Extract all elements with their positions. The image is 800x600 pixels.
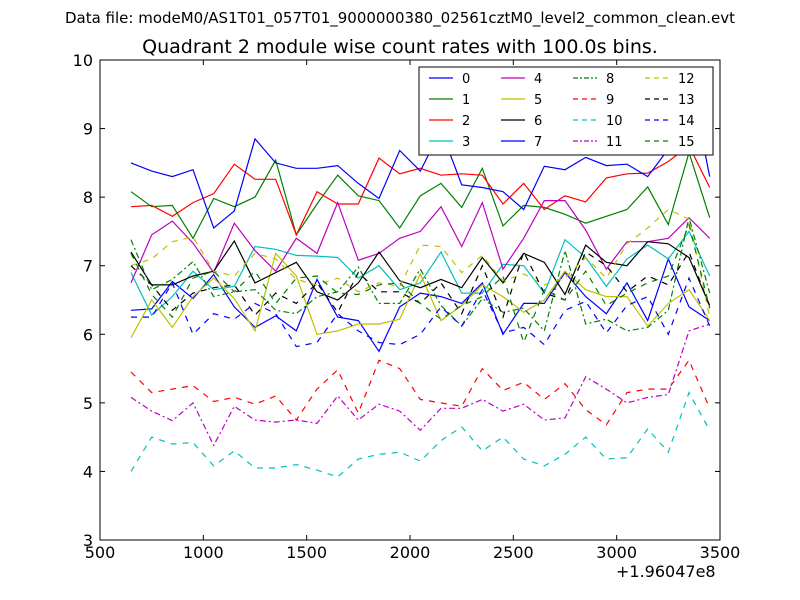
series-line-2 — [130, 144, 711, 237]
series-line-0 — [130, 257, 711, 353]
y-tick-label: 9 — [83, 120, 93, 139]
x-tick-label: 1500 — [286, 543, 327, 562]
legend-label-7: 7 — [534, 135, 542, 150]
legend-label-12: 12 — [678, 72, 695, 87]
x-tick-label: 3000 — [596, 543, 637, 562]
y-tick-label: 8 — [83, 188, 93, 207]
legend-label-5: 5 — [534, 93, 542, 108]
x-tick-label: 500 — [85, 543, 116, 562]
data-file-suptitle: Data file: modeM0/AS1T01_057T01_90000003… — [64, 9, 736, 27]
x-tick-label: 2500 — [493, 543, 534, 562]
chart-title: Quadrant 2 module wise count rates with … — [142, 36, 658, 58]
series-line-10 — [130, 391, 711, 478]
legend-label-14: 14 — [678, 114, 695, 129]
x-tick-label: 3500 — [700, 543, 741, 562]
y-tick-label: 10 — [73, 51, 93, 70]
legend-label-11: 11 — [606, 135, 623, 150]
legend-label-15: 15 — [678, 135, 695, 150]
x-axis-offset-label: +1.96047e8 — [616, 562, 716, 581]
legend-label-0: 0 — [462, 72, 470, 87]
plot-frame — [99, 59, 721, 541]
series-line-12 — [130, 208, 711, 318]
y-tick-label: 7 — [83, 257, 93, 276]
series-line-13 — [130, 250, 711, 319]
x-tick-label: 2000 — [390, 543, 431, 562]
series-line-4 — [130, 200, 711, 284]
y-tick-label: 5 — [83, 394, 93, 413]
series-line-3 — [130, 230, 711, 317]
legend-label-3: 3 — [462, 135, 470, 150]
legend-label-13: 13 — [678, 93, 695, 108]
legend-label-10: 10 — [606, 114, 623, 129]
y-tick-label: 4 — [83, 462, 93, 481]
series-line-15 — [130, 222, 711, 345]
legend-label-2: 2 — [462, 114, 470, 129]
series-lines — [130, 72, 711, 478]
series-line-7 — [130, 72, 711, 230]
series-line-14 — [131, 276, 711, 348]
series-line-8 — [130, 217, 711, 333]
series-line-6 — [130, 239, 711, 306]
series-line-1 — [130, 150, 711, 240]
legend-box — [418, 66, 714, 156]
y-tick-label: 3 — [83, 531, 93, 550]
series-line-11 — [130, 323, 710, 447]
x-tick-label: 1000 — [183, 543, 224, 562]
legend-label-8: 8 — [606, 72, 614, 87]
legend-label-6: 6 — [534, 114, 542, 129]
legend-label-4: 4 — [534, 72, 542, 87]
series-line-5 — [130, 252, 711, 338]
y-tick-label: 6 — [83, 325, 93, 344]
series-line-9 — [130, 359, 711, 426]
legend-label-9: 9 — [606, 93, 614, 108]
legend-label-1: 1 — [462, 93, 470, 108]
